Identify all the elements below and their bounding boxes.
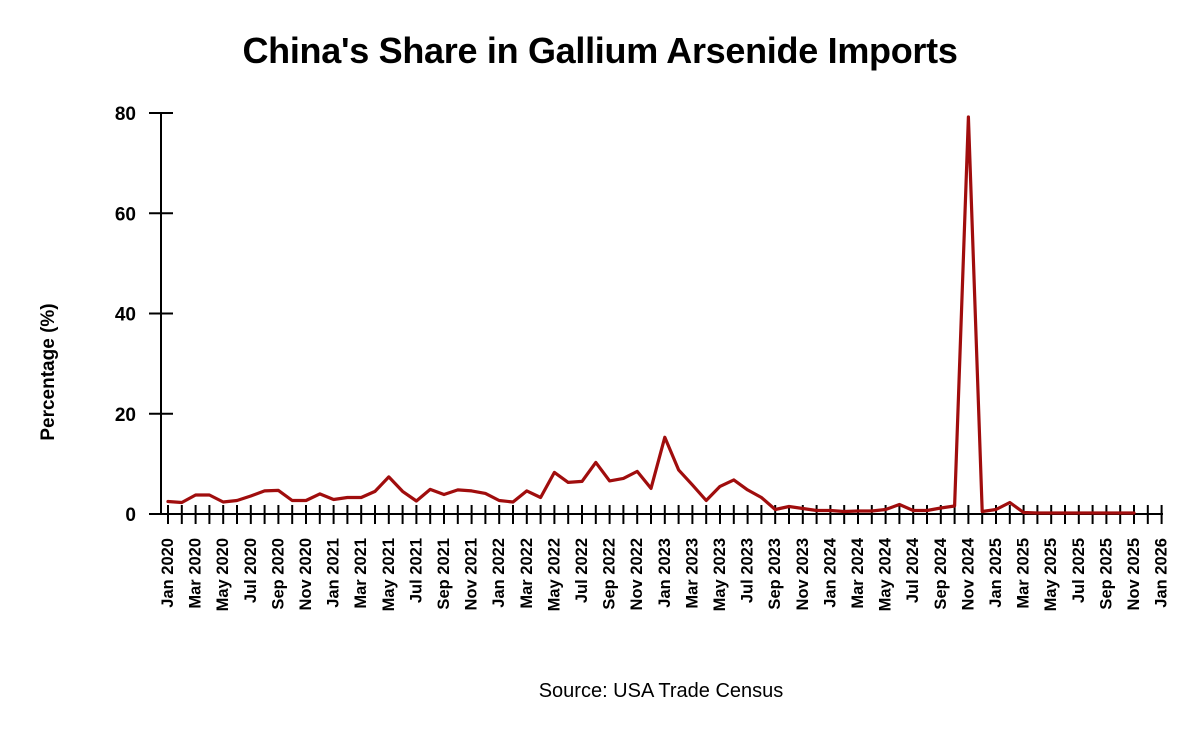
x-tick-label: Nov 2021 [463,538,481,610]
x-tick-label: May 2020 [214,538,232,611]
x-tick-label: Mar 2021 [352,538,370,609]
y-tick-label: 0 [125,505,136,526]
x-tick-label: Jan 2024 [821,537,839,608]
x-tick-label: Nov 2022 [628,538,646,610]
x-tick-label: Mar 2023 [683,538,701,609]
x-tick-label: Sep 2020 [269,538,287,610]
x-tick-label: Jan 2021 [325,538,343,608]
x-tick-label: Mar 2025 [1015,538,1033,609]
x-tick-label: Jan 2025 [987,538,1005,608]
y-tick-label: 80 [115,104,136,125]
x-tick-label: May 2022 [545,538,563,611]
data-line-china-share [166,115,1136,515]
x-tick-label: Sep 2022 [601,538,619,610]
x-tick-label: May 2024 [877,537,895,611]
x-tick-label: Jul 2020 [242,538,260,603]
x-tick-label: Jan 2026 [1153,538,1171,608]
x-tick-label: Nov 2023 [794,538,812,610]
y-axis-title: Percentage (%) [38,303,59,440]
x-axis [149,505,1163,524]
x-tick-label: Jul 2025 [1070,538,1088,603]
x-tick-label: May 2025 [1042,538,1060,611]
x-tick-label: Sep 2023 [766,538,784,610]
x-tick-label: Jul 2023 [739,538,757,603]
x-tick-label: Mar 2020 [187,538,205,609]
x-tick-label: Jul 2022 [573,538,591,603]
x-tick-label: Nov 2020 [297,538,315,610]
x-tick-label: Mar 2024 [849,537,867,608]
y-tick-label: 20 [115,405,136,426]
source-note: Source: USA Trade Census [538,680,784,702]
x-tick-label: Sep 2021 [435,538,453,610]
x-tick-label: Jan 2023 [656,538,674,608]
x-tick-label: Jul 2024 [904,537,922,603]
chart-title: China's Share in Gallium Arsenide Import… [242,30,958,71]
x-tick-label: Sep 2024 [932,537,950,609]
y-tick-label: 60 [115,204,136,225]
x-tick-label: May 2023 [711,538,729,611]
x-tick-label: Jul 2021 [407,538,425,603]
x-tick-label: May 2021 [380,538,398,611]
x-tick-label: Nov 2024 [959,537,977,610]
x-tick-label: Sep 2025 [1097,538,1115,610]
x-tick-label: Jan 2022 [490,538,508,608]
x-axis-tick-labels: Jan 2020 Mar 2020 May 2020 Jul 2020 Sep 2020… [159,537,1171,611]
x-tick-label: Mar 2022 [518,538,536,609]
x-tick-label: Nov 2025 [1125,538,1143,610]
y-tick-label: 40 [115,305,136,326]
y-axis-label: Percentage (%) [38,303,59,440]
y-axis: 0 20 40 60 80 [115,104,173,526]
x-tick-label: Jan 2020 [159,538,177,608]
